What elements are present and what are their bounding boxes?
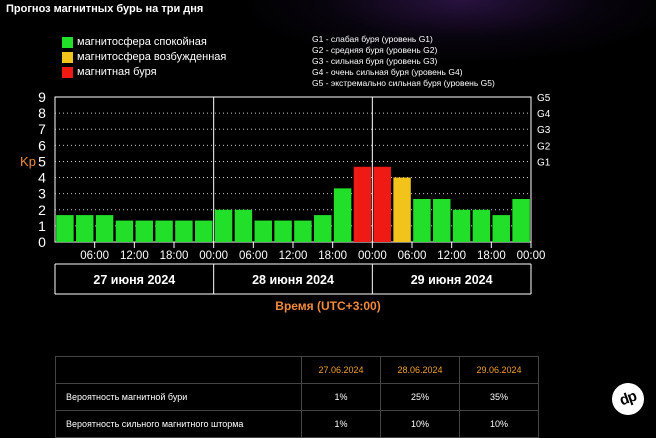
table-cell: 10% — [380, 410, 460, 438]
kp-bar — [115, 220, 134, 242]
right-tick-label: G2 — [537, 141, 551, 152]
y-tick-label: 6 — [38, 137, 46, 153]
table-row: Вероятность сильного магнитного шторма 1… — [55, 410, 539, 438]
right-tick-label: G1 — [537, 157, 551, 168]
day-label: 29 июня 2024 — [411, 273, 493, 287]
x-tick-label: 06:00 — [398, 250, 427, 262]
kp-bar — [294, 220, 312, 242]
kp-bar — [135, 220, 153, 242]
legend-label-quiet: магнитосфера спокойная — [77, 36, 207, 48]
probability-table: 27.06.2024 28.06.2024 29.06.2024 Вероятн… — [55, 356, 539, 438]
y-tick-label: 0 — [38, 234, 46, 250]
table-header-day-3: 29.06.2024 — [459, 356, 539, 384]
kp-bar — [492, 215, 510, 242]
x-tick-label: 18:00 — [318, 250, 347, 262]
x-tick-label: 12:00 — [279, 250, 308, 262]
x-tick-label: 00:00 — [517, 250, 546, 262]
right-tick-label: G3 — [537, 125, 551, 136]
y-tick-label: 2 — [38, 202, 46, 218]
table-cell: 1% — [301, 410, 381, 438]
kp-bar — [76, 215, 94, 242]
day-label: 28 июня 2024 — [252, 273, 334, 287]
row-label-storm-probability: Вероятность магнитной бури — [55, 383, 302, 411]
watermark-logo: dp — [607, 378, 649, 420]
kp-bar — [214, 209, 233, 242]
y-tick-label: 1 — [38, 218, 46, 234]
kp-bar — [413, 198, 431, 242]
table-header-day-1: 27.06.2024 — [301, 356, 381, 384]
kp-bar — [373, 166, 391, 242]
kp-bar — [254, 220, 272, 242]
table-corner-cell — [55, 356, 302, 384]
y-tick-label: 4 — [38, 170, 46, 186]
kp-bar — [333, 188, 352, 242]
legend-label-active: магнитосфера возбужденная — [77, 51, 227, 63]
storm-level-g2: G2 - средняя буря (уровень G2) — [312, 45, 438, 55]
legend-swatch-storm — [62, 67, 73, 78]
y-tick-label: 3 — [38, 186, 46, 202]
storm-level-g3: G3 - сильная буря (уровень G3) — [312, 56, 438, 66]
x-tick-label: 06:00 — [239, 250, 268, 262]
y-tick-label: 5 — [38, 153, 46, 169]
x-tick-label: 12:00 — [120, 250, 149, 262]
storm-level-g4: G4 - очень сильная буря (уровень G4) — [312, 67, 463, 77]
table-row: Вероятность магнитной бури 1% 25% 35% — [55, 383, 539, 411]
x-tick-label: 18:00 — [160, 250, 189, 262]
kp-bar — [314, 215, 332, 242]
day-label: 27 июня 2024 — [93, 273, 175, 287]
kp-bar — [175, 220, 193, 242]
kp-bar — [56, 215, 74, 242]
x-tick-label: 12:00 — [437, 250, 466, 262]
legend-swatch-active — [62, 52, 73, 63]
right-tick-label: G5 — [537, 93, 551, 104]
time-axis-label: Время (UTC+3:00) — [275, 299, 381, 313]
legend-swatch-quiet — [62, 37, 73, 48]
legend-label-storm: магнитная буря — [77, 66, 157, 78]
y-tick-label: 7 — [38, 121, 46, 137]
y-axis-label: Kp — [20, 154, 36, 169]
x-tick-label: 06:00 — [80, 250, 109, 262]
table-cell: 10% — [459, 410, 539, 438]
y-tick-label: 8 — [38, 105, 46, 121]
kp-bar — [195, 220, 213, 242]
x-tick-label: 00:00 — [358, 250, 387, 262]
kp-bar — [234, 209, 253, 242]
x-tick-label: 18:00 — [477, 250, 506, 262]
right-tick-label: G4 — [537, 109, 551, 120]
page-title: Прогноз магнитных бурь на три дня — [6, 3, 204, 15]
kp-bar — [274, 220, 292, 242]
table-header-row: 27.06.2024 28.06.2024 29.06.2024 — [55, 356, 539, 384]
row-label-severe-storm-probability: Вероятность сильного магнитного шторма — [55, 410, 302, 438]
y-tick-label: 9 — [38, 89, 46, 105]
kp-bar — [155, 220, 173, 242]
kp-bar — [353, 166, 372, 242]
kp-bar — [452, 209, 471, 242]
table-header-day-2: 28.06.2024 — [380, 356, 460, 384]
kp-bar — [433, 198, 451, 242]
kp-bar — [95, 215, 114, 242]
storm-level-g5: G5 - экстремально сильная буря (уровень … — [312, 78, 495, 88]
table-cell: 25% — [380, 383, 460, 411]
kp-bar — [393, 177, 411, 242]
storm-level-g1: G1 - слабая буря (уровень G1) — [312, 34, 433, 44]
x-tick-label: 00:00 — [199, 250, 228, 262]
kp-bar — [512, 198, 530, 242]
table-cell: 35% — [459, 383, 539, 411]
table-cell: 1% — [301, 383, 381, 411]
kp-bar — [472, 209, 491, 242]
